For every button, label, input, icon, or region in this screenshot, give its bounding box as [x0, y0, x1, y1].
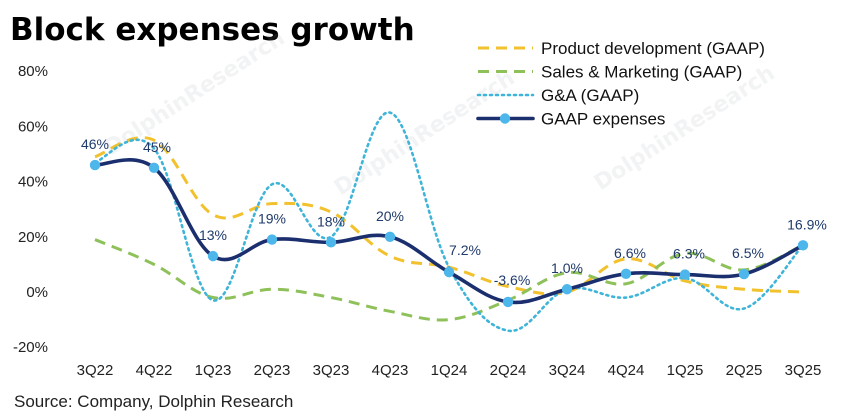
- x-tick-label: 4Q22: [136, 362, 173, 379]
- x-tick-label: 4Q23: [372, 362, 409, 379]
- y-tick-label: 60%: [18, 118, 48, 135]
- data-point: [797, 240, 809, 251]
- data-label: -3.6%: [494, 272, 531, 288]
- data-label: 46%: [81, 136, 109, 152]
- data-point: [89, 159, 101, 171]
- x-tick-label: 1Q23: [195, 362, 232, 379]
- data-label: 45%: [143, 139, 171, 155]
- x-tick-label: 3Q22: [77, 362, 114, 379]
- x-tick-label: 4Q24: [608, 362, 645, 379]
- y-tick-label: 20%: [18, 229, 48, 246]
- legend-marker: [499, 113, 511, 124]
- legend-label: Product development (GAAP): [541, 39, 765, 58]
- data-point: [738, 268, 750, 280]
- x-tick-label: 1Q25: [667, 362, 704, 379]
- data-label: 20%: [376, 208, 404, 224]
- data-label: 6.6%: [614, 245, 646, 261]
- data-label: 19%: [258, 211, 286, 227]
- data-label: 7.2%: [449, 242, 481, 258]
- data-point: [148, 162, 160, 173]
- data-point: [325, 237, 337, 248]
- x-tick-label: 2Q25: [726, 362, 763, 379]
- data-point: [679, 269, 691, 280]
- x-tick-label: 2Q23: [254, 362, 291, 379]
- data-label: 18%: [317, 213, 345, 229]
- data-label: 16.9%: [787, 216, 827, 232]
- series-line-sales-marketing: [94, 238, 804, 322]
- series-line-ga: [93, 111, 805, 332]
- x-tick-label: 1Q24: [431, 362, 468, 379]
- data-label: 1.0%: [551, 260, 583, 276]
- legend-label: GAAP expenses: [541, 110, 665, 129]
- data-label: 6.5%: [732, 245, 764, 261]
- y-tick-label: 0%: [26, 284, 48, 301]
- series-line-product-development: [94, 136, 804, 296]
- data-label: 13%: [199, 227, 227, 243]
- x-tick-label: 3Q24: [549, 362, 586, 379]
- source-note: Source: Company, Dolphin Research: [14, 392, 294, 411]
- data-point: [502, 296, 514, 308]
- y-tick-label: 80%: [18, 63, 48, 80]
- y-tick-label: 40%: [18, 174, 48, 191]
- x-tick-label: 2Q24: [490, 362, 527, 379]
- data-point: [384, 231, 396, 242]
- legend: Product development (GAAP) Sales & Market…: [476, 39, 765, 129]
- x-tick-label: 3Q25: [785, 362, 822, 379]
- legend-label: G&A (GAAP): [541, 86, 639, 105]
- data-label: 6.3%: [673, 246, 705, 262]
- data-point: [620, 268, 632, 279]
- data-point: [561, 284, 573, 295]
- x-tick-label: 3Q23: [313, 362, 350, 379]
- y-tick-label: -20%: [13, 339, 48, 356]
- legend-label: Sales & Marketing (GAAP): [541, 63, 742, 82]
- data-point: [443, 266, 455, 278]
- data-point: [266, 234, 278, 245]
- chart-title: Block expenses growth: [10, 12, 415, 48]
- data-point: [207, 250, 219, 262]
